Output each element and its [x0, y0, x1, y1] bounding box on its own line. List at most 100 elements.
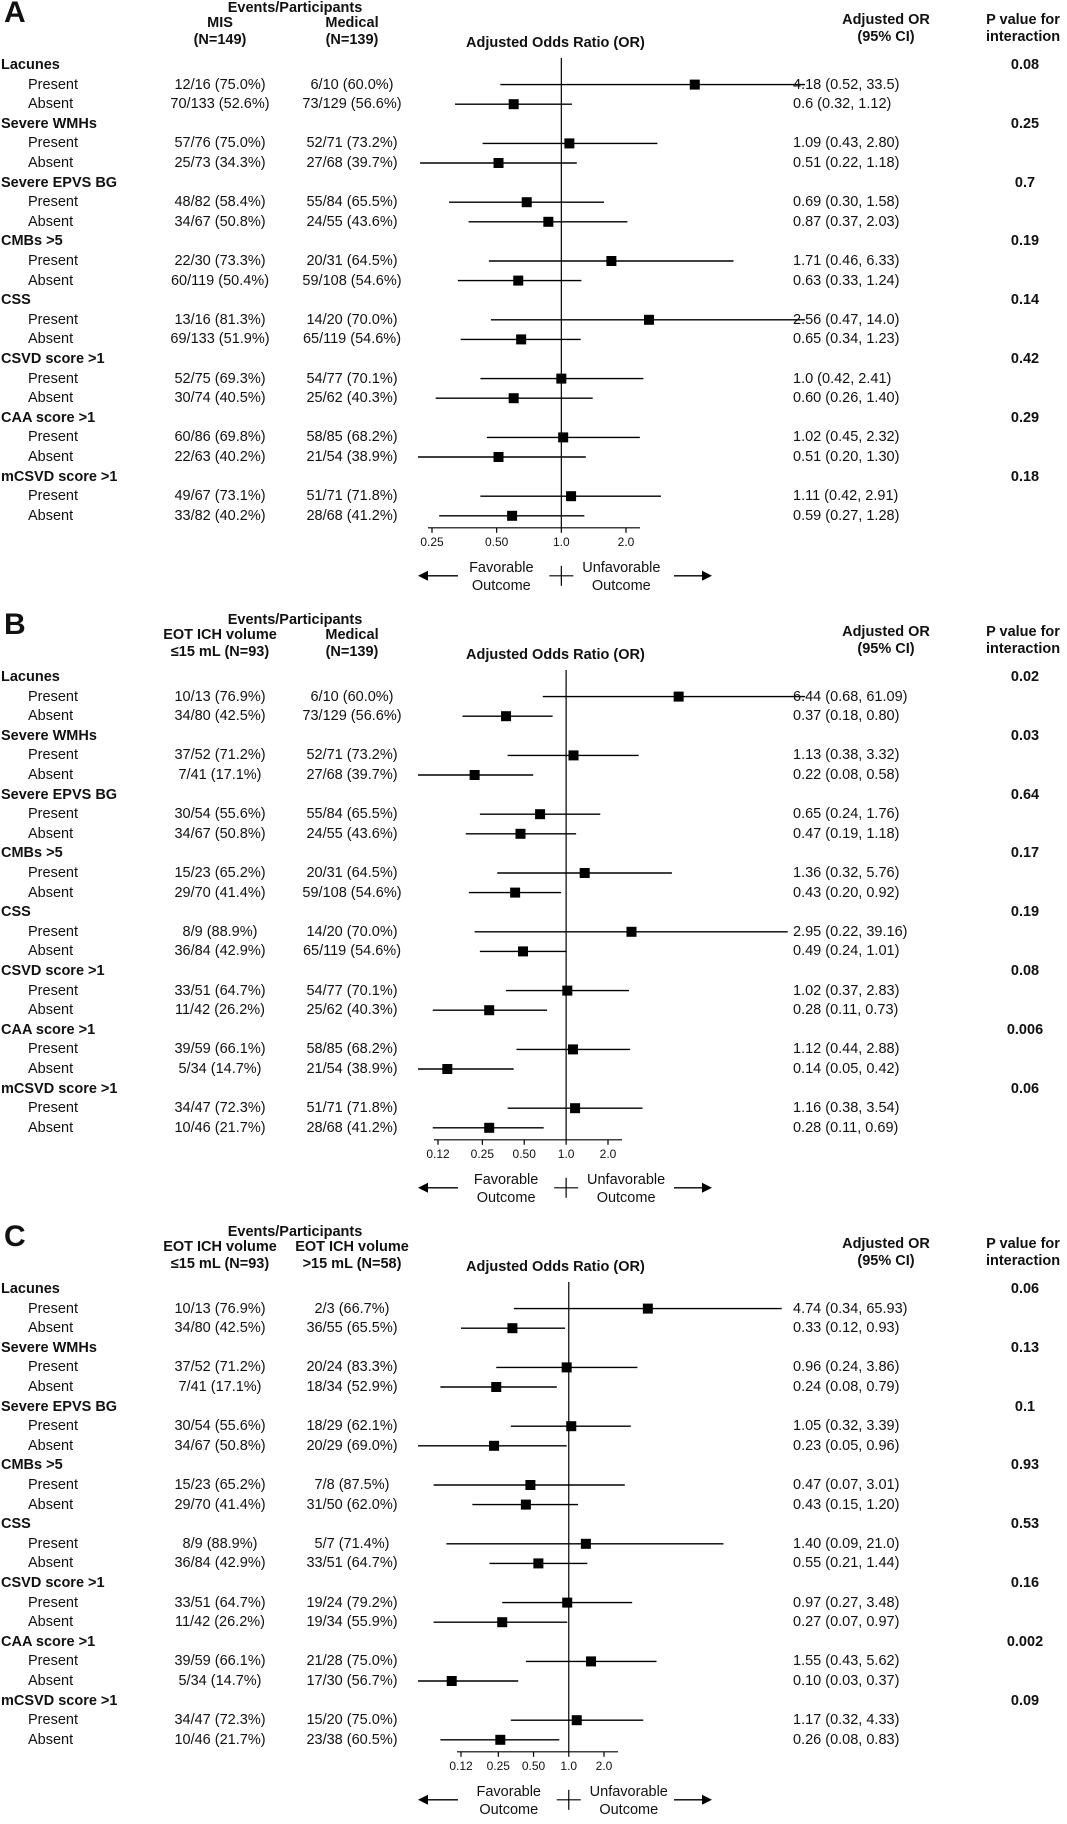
col1-cell: 10/13 (76.9%): [174, 1300, 266, 1317]
unfavorable-label: Outcome: [599, 1801, 659, 1818]
or-header-line1: Adjusted OR: [842, 1236, 930, 1252]
adjusted-or-cell: 1.02 (0.45, 2.32): [793, 429, 900, 446]
p-interaction-value: 0.18: [1010, 468, 1040, 485]
col2-cell: 18/34 (52.9%): [306, 1379, 398, 1395]
col2-cell: 31/50 (62.0%): [306, 1496, 398, 1513]
row-label: Present: [28, 1477, 78, 1493]
p-header-line1: P value for: [986, 12, 1060, 28]
col1-cell: 48/82 (58.4%): [174, 194, 266, 211]
group-title: CAA score >1: [1, 1633, 96, 1650]
col1-cell: 36/84 (42.9%): [174, 943, 266, 960]
adjusted-or-cell: 4.74 (0.34, 65.93): [793, 1300, 908, 1317]
x-tick-label: 0.50: [512, 1146, 536, 1161]
right-arrow-head: [702, 570, 712, 581]
adjusted-or-cell: 0.51 (0.22, 1.18): [793, 155, 900, 171]
or-marker: [533, 1558, 544, 1569]
col1-header-line2: ≤15 mL (N=93): [170, 1256, 270, 1272]
p-interaction-value: 0.1: [1014, 1398, 1036, 1415]
unfavorable-label: Unfavorable: [587, 1171, 666, 1188]
panel-letter: C: [4, 1220, 26, 1253]
p-interaction-header: P value for interaction: [980, 1236, 1066, 1270]
events-participants-header: Events/Participants: [227, 1224, 363, 1240]
col1-cell: 34/47 (72.3%): [174, 1712, 266, 1729]
adjusted-or-cell: 1.36 (0.32, 5.76): [793, 865, 900, 881]
col2-cell: 21/54 (38.9%): [306, 1061, 398, 1077]
col2-header-line1: Medical: [325, 627, 379, 643]
p-interaction-value: 0.02: [1010, 669, 1040, 685]
adjusted-or-cell: 0.51 (0.20, 1.30): [793, 449, 900, 465]
p-interaction-value: 0.53: [1010, 1516, 1040, 1533]
p-interaction-value: 0.03: [1010, 727, 1040, 744]
x-tick-label: 0.50: [521, 1758, 546, 1773]
x-tick-label: 0.25: [420, 534, 444, 549]
row-label: Present: [28, 1418, 78, 1435]
col1-cell: 49/67 (73.1%): [174, 488, 266, 505]
group-title: CAA score >1: [1, 1021, 96, 1038]
or-header-line2: (95% CI): [857, 1253, 915, 1269]
col1-header-line1: EOT ICH volume: [163, 627, 277, 643]
col1-cell: 7/41 (17.1%): [178, 767, 262, 783]
p-interaction-value: 0.7: [1014, 174, 1036, 191]
col2-header: Medical (N=139): [282, 627, 422, 661]
adjusted-or-cell: 0.97 (0.27, 3.48): [793, 1594, 900, 1611]
col1-cell: 30/54 (55.6%): [174, 1418, 266, 1435]
x-tick-label: 0.12: [426, 1146, 450, 1161]
or-marker: [525, 1480, 536, 1490]
or-marker: [521, 197, 532, 208]
col2-cell: 28/68 (41.2%): [306, 507, 398, 524]
col2-cell: 18/29 (62.1%): [306, 1418, 398, 1435]
row-label: Absent: [28, 1555, 74, 1572]
row-label: Present: [28, 311, 78, 328]
or-marker: [566, 491, 577, 502]
col1-cell: 37/52 (71.2%): [174, 747, 266, 764]
or-marker: [561, 1362, 572, 1373]
x-tick-label: 0.25: [470, 1146, 495, 1161]
row-label: Absent: [28, 155, 74, 171]
col2-cell: 65/119 (54.6%): [302, 331, 402, 348]
row-label: Absent: [28, 1379, 74, 1395]
col2-cell: 17/30 (56.7%): [306, 1673, 398, 1689]
group-title: CSS: [1, 904, 31, 921]
group-title: CMBs >5: [1, 1457, 63, 1474]
or-marker: [507, 510, 518, 521]
row-label: Absent: [28, 943, 74, 960]
p-interaction-value: 0.64: [1010, 786, 1040, 803]
or-header-line2: (95% CI): [857, 641, 915, 657]
or-marker: [606, 256, 617, 266]
x-tick-label: 1.0: [557, 1146, 575, 1161]
row-label: Present: [28, 253, 78, 269]
row-label: Present: [28, 1300, 78, 1317]
col2-cell: 19/34 (55.9%): [306, 1614, 398, 1631]
col1-cell: 11/42 (26.2%): [174, 1002, 265, 1019]
p-header-line2: interaction: [985, 29, 1061, 45]
col2-cell: 20/24 (83.3%): [306, 1359, 398, 1376]
adjusted-or-cell: 0.47 (0.07, 3.01): [793, 1477, 900, 1493]
x-tick-label: 0.50: [484, 534, 509, 549]
unfavorable-label: Unfavorable: [582, 559, 661, 576]
or-marker: [501, 711, 512, 722]
col2-header-line2: (N=139): [325, 32, 379, 48]
col2-cell: 33/51 (64.7%): [306, 1555, 398, 1572]
col2-cell: 73/129 (56.6%): [302, 96, 402, 113]
col1-cell: 34/80 (42.5%): [174, 708, 266, 725]
or-header-line1: Adjusted OR: [842, 12, 930, 28]
col1-cell: 39/59 (66.1%): [174, 1653, 266, 1670]
group-title: mCSVD score >1: [1, 468, 118, 485]
p-header-line2: interaction: [985, 1253, 1061, 1269]
col2-cell: 28/68 (41.2%): [306, 1119, 398, 1136]
col2-cell: 19/24 (79.2%): [306, 1594, 398, 1611]
plot-title: Adjusted Odds Ratio (OR): [466, 1259, 645, 1275]
group-title: Severe EPVS BG: [1, 786, 118, 803]
group-title: CSVD score >1: [1, 351, 105, 367]
x-tick-label: 1.0: [552, 534, 570, 549]
row-label: Present: [28, 688, 78, 705]
p-interaction-value: 0.29: [1010, 409, 1040, 426]
adjusted-or-cell: 1.71 (0.46, 6.33): [793, 253, 900, 269]
p-interaction-header: P value for interaction: [980, 12, 1066, 46]
col1-cell: 34/67 (50.8%): [174, 825, 266, 842]
p-interaction-value: 0.42: [1010, 351, 1040, 367]
col1-cell: 10/13 (76.9%): [174, 688, 266, 705]
or-marker: [491, 1382, 502, 1392]
or-marker: [446, 1676, 457, 1686]
col1-cell: 5/34 (14.7%): [178, 1673, 262, 1689]
